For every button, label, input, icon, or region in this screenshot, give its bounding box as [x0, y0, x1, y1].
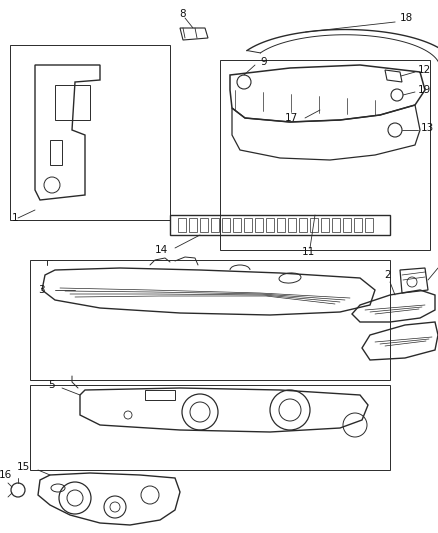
Text: 7: 7: [437, 357, 438, 367]
Text: 6: 6: [437, 257, 438, 267]
Text: 11: 11: [301, 247, 314, 257]
Text: 19: 19: [417, 85, 430, 95]
Text: 13: 13: [420, 123, 433, 133]
Text: 16: 16: [0, 470, 12, 480]
Text: 18: 18: [399, 13, 412, 23]
Text: 5: 5: [48, 380, 55, 390]
Text: 17: 17: [284, 113, 297, 123]
Text: 9: 9: [259, 57, 266, 67]
Text: 15: 15: [17, 462, 30, 472]
Text: 8: 8: [179, 9, 186, 19]
Text: 1: 1: [12, 213, 18, 223]
Text: 14: 14: [155, 245, 168, 255]
Text: 2: 2: [384, 270, 390, 280]
Text: 12: 12: [417, 65, 430, 75]
Text: 3: 3: [38, 285, 45, 295]
